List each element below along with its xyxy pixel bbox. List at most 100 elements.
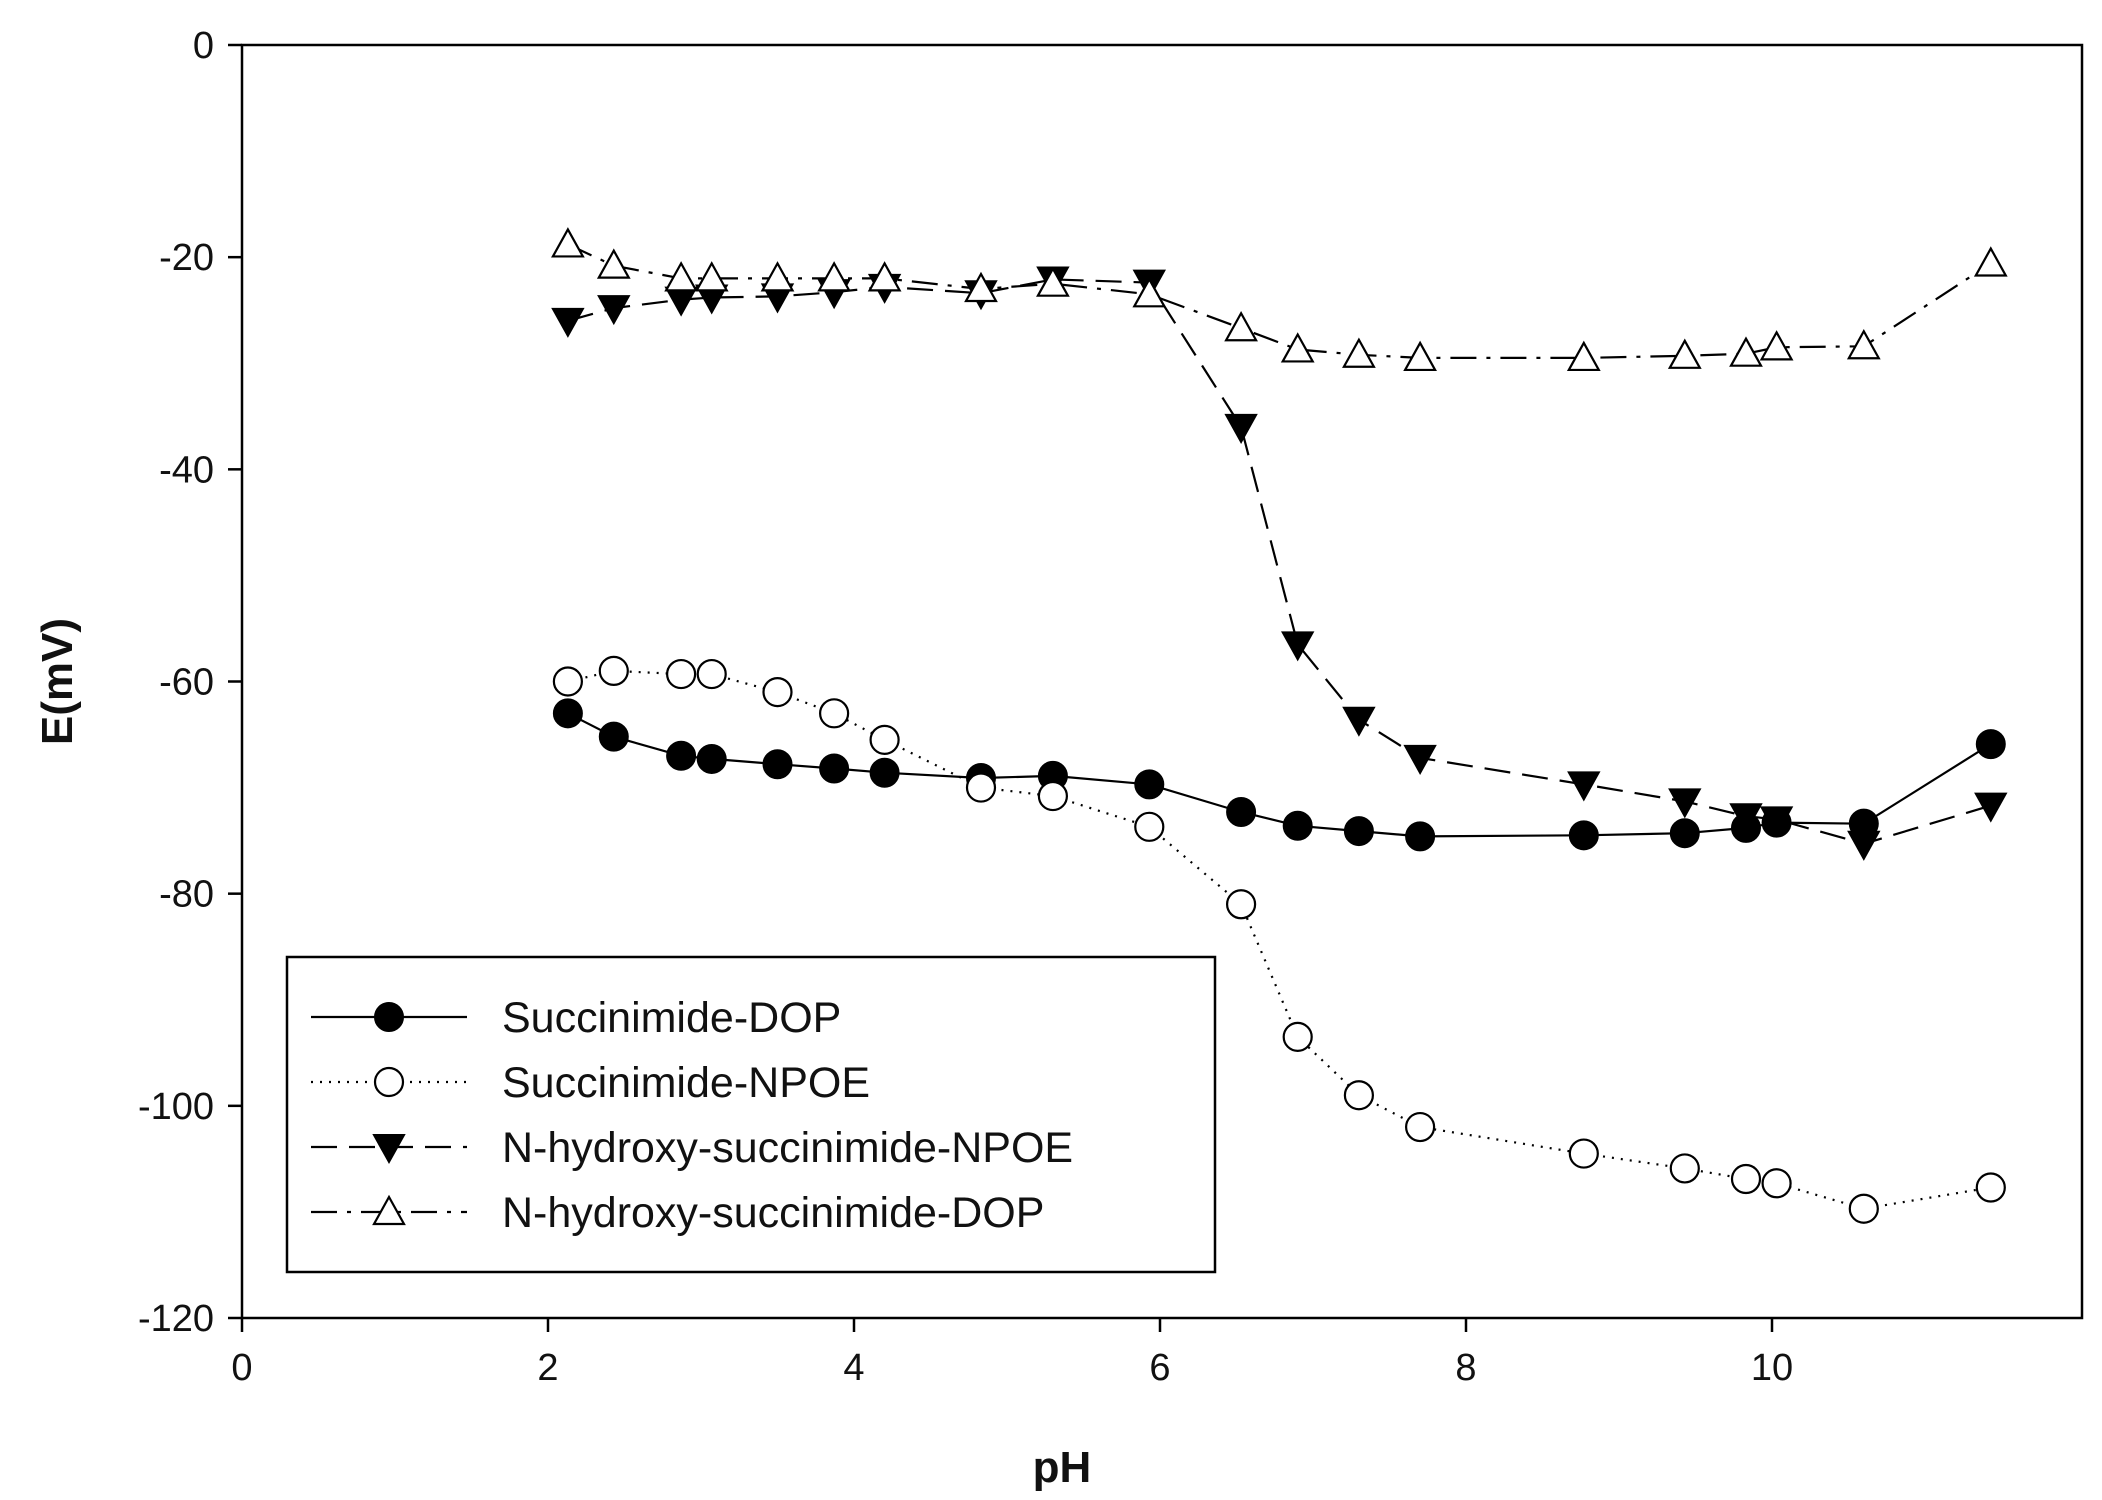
data-point-succinimide-dop bbox=[1226, 796, 1257, 827]
data-point-n-hydroxy-succinimide-npoe bbox=[1403, 744, 1437, 775]
data-point-succinimide-dop bbox=[598, 721, 629, 752]
legend-marker-swatch bbox=[374, 1002, 404, 1032]
data-point-succinimide-npoe bbox=[762, 677, 793, 708]
data-point-succinimide-npoe bbox=[696, 658, 727, 690]
data-point-succinimide-npoe bbox=[1134, 811, 1165, 842]
x-tick-label: 6 bbox=[1149, 1347, 1170, 1389]
data-point-n-hydroxy-succinimide-dop bbox=[1403, 340, 1437, 372]
y-tick-label: -100 bbox=[138, 1086, 214, 1128]
data-point-n-hydroxy-succinimide-dop bbox=[867, 261, 902, 292]
data-point-n-hydroxy-succinimide-npoe bbox=[1847, 830, 1881, 861]
data-point-succinimide-dop bbox=[819, 753, 850, 784]
data-point-succinimide-dop bbox=[1975, 729, 2006, 760]
data-point-succinimide-dop bbox=[762, 749, 793, 780]
y-tick-label: 0 bbox=[193, 25, 214, 67]
data-point-succinimide-npoe bbox=[965, 772, 997, 803]
data-point-n-hydroxy-succinimide-npoe bbox=[597, 295, 631, 326]
data-point-succinimide-dop bbox=[1134, 769, 1165, 800]
series-layer bbox=[551, 227, 2008, 1224]
legend-box bbox=[285, 955, 1217, 1274]
data-point-succinimide-npoe bbox=[1730, 1163, 1762, 1195]
legend-entry-succinimide-dop: Succinimide-DOP bbox=[311, 994, 841, 1042]
data-point-n-hydroxy-succinimide-dop bbox=[551, 227, 585, 258]
y-tick-label: -120 bbox=[138, 1298, 214, 1340]
data-point-succinimide-npoe bbox=[1282, 1021, 1313, 1052]
data-point-n-hydroxy-succinimide-dop bbox=[1729, 336, 1763, 367]
data-point-succinimide-dop bbox=[1343, 816, 1374, 847]
data-point-succinimide-npoe bbox=[666, 658, 697, 690]
legend-marker-swatch bbox=[373, 1066, 405, 1098]
data-point-n-hydroxy-succinimide-npoe bbox=[1567, 771, 1601, 802]
y-axis-title: E(mV) bbox=[33, 618, 82, 745]
legend-label: Succinimide-NPOE bbox=[502, 1059, 870, 1107]
data-point-succinimide-dop bbox=[1405, 821, 1436, 852]
data-point-succinimide-dop bbox=[552, 698, 583, 729]
data-point-n-hydroxy-succinimide-npoe bbox=[1281, 631, 1315, 662]
data-point-succinimide-npoe bbox=[1848, 1193, 1879, 1224]
data-point-succinimide-dop bbox=[1282, 810, 1313, 841]
data-point-n-hydroxy-succinimide-npoe bbox=[1759, 806, 1794, 837]
x-tick-label: 2 bbox=[537, 1347, 558, 1389]
series-line-n-hydroxy-succinimide-dop bbox=[567, 243, 1992, 359]
data-point-n-hydroxy-succinimide-dop bbox=[1667, 338, 1702, 369]
data-point-n-hydroxy-succinimide-npoe bbox=[1729, 803, 1763, 834]
series-succinimide-npoe bbox=[552, 655, 2006, 1224]
data-point-n-hydroxy-succinimide-dop bbox=[760, 261, 795, 292]
data-point-n-hydroxy-succinimide-dop bbox=[1036, 266, 1070, 297]
data-point-n-hydroxy-succinimide-dop bbox=[1132, 277, 1167, 308]
data-point-succinimide-dop bbox=[1568, 820, 1599, 851]
y-tick-label: -40 bbox=[159, 449, 214, 491]
data-point-n-hydroxy-succinimide-dop bbox=[1973, 246, 2008, 277]
x-tick-label: 4 bbox=[843, 1347, 864, 1389]
legend-marker-swatch bbox=[372, 1194, 406, 1226]
data-point-n-hydroxy-succinimide-dop bbox=[664, 261, 698, 292]
data-point-n-hydroxy-succinimide-dop bbox=[1759, 330, 1794, 361]
data-point-n-hydroxy-succinimide-dop bbox=[1846, 329, 1881, 360]
data-point-n-hydroxy-succinimide-npoe bbox=[551, 307, 585, 338]
data-point-n-hydroxy-succinimide-npoe bbox=[1224, 413, 1258, 444]
data-point-succinimide-dop bbox=[696, 743, 727, 774]
data-point-n-hydroxy-succinimide-dop bbox=[964, 271, 998, 303]
legend-label: N-hydroxy-succinimide-NPOE bbox=[502, 1124, 1073, 1172]
legend-entry-succinimide-npoe: Succinimide-NPOE bbox=[311, 1059, 870, 1107]
series-n-hydroxy-succinimide-dop bbox=[551, 227, 2008, 372]
legend-entry-n-hydroxy-succinimide-dop: N-hydroxy-succinimide-DOP bbox=[311, 1189, 1044, 1237]
data-point-succinimide-npoe bbox=[819, 698, 850, 729]
data-point-succinimide-npoe bbox=[1343, 1080, 1375, 1111]
x-tick-label: 8 bbox=[1455, 1347, 1476, 1389]
data-point-n-hydroxy-succinimide-dop bbox=[1342, 337, 1376, 368]
data-point-n-hydroxy-succinimide-npoe bbox=[1668, 788, 1702, 819]
tick-marks bbox=[228, 43, 1774, 1332]
data-point-n-hydroxy-succinimide-dop bbox=[1280, 332, 1315, 363]
data-point-succinimide-npoe bbox=[1669, 1153, 1700, 1184]
y-tick-label: -60 bbox=[159, 662, 214, 704]
data-point-succinimide-dop bbox=[1669, 818, 1700, 849]
data-point-n-hydroxy-succinimide-dop bbox=[817, 261, 851, 292]
data-point-n-hydroxy-succinimide-npoe bbox=[1974, 792, 2008, 823]
data-point-succinimide-npoe bbox=[552, 666, 583, 697]
data-point-n-hydroxy-succinimide-npoe bbox=[1342, 706, 1376, 737]
data-point-succinimide-npoe bbox=[1568, 1138, 1599, 1169]
data-point-succinimide-npoe bbox=[1761, 1168, 1792, 1199]
data-point-succinimide-npoe bbox=[1225, 889, 1257, 920]
data-point-succinimide-npoe bbox=[598, 655, 629, 686]
legend-marker-swatch bbox=[372, 1134, 406, 1165]
data-point-succinimide-npoe bbox=[869, 724, 900, 755]
data-point-n-hydroxy-succinimide-dop bbox=[1566, 340, 1601, 372]
legend-label: N-hydroxy-succinimide-DOP bbox=[502, 1189, 1044, 1237]
y-tick-label: -20 bbox=[159, 237, 214, 279]
series-line-n-hydroxy-succinimide-npoe bbox=[567, 278, 1992, 845]
data-point-succinimide-dop bbox=[869, 757, 900, 788]
data-point-n-hydroxy-succinimide-dop bbox=[596, 248, 631, 279]
legend-label: Succinimide-DOP bbox=[502, 994, 841, 1042]
x-tick-label: 0 bbox=[231, 1347, 252, 1389]
data-point-n-hydroxy-succinimide-dop bbox=[694, 261, 729, 292]
data-point-n-hydroxy-succinimide-dop bbox=[1224, 310, 1258, 342]
data-point-succinimide-npoe bbox=[1975, 1172, 2006, 1203]
data-point-succinimide-npoe bbox=[1404, 1111, 1436, 1143]
legend-entry-n-hydroxy-succinimide-npoe: N-hydroxy-succinimide-NPOE bbox=[311, 1124, 1073, 1172]
x-axis-title: pH bbox=[1033, 1443, 1092, 1492]
data-point-succinimide-dop bbox=[666, 740, 697, 771]
